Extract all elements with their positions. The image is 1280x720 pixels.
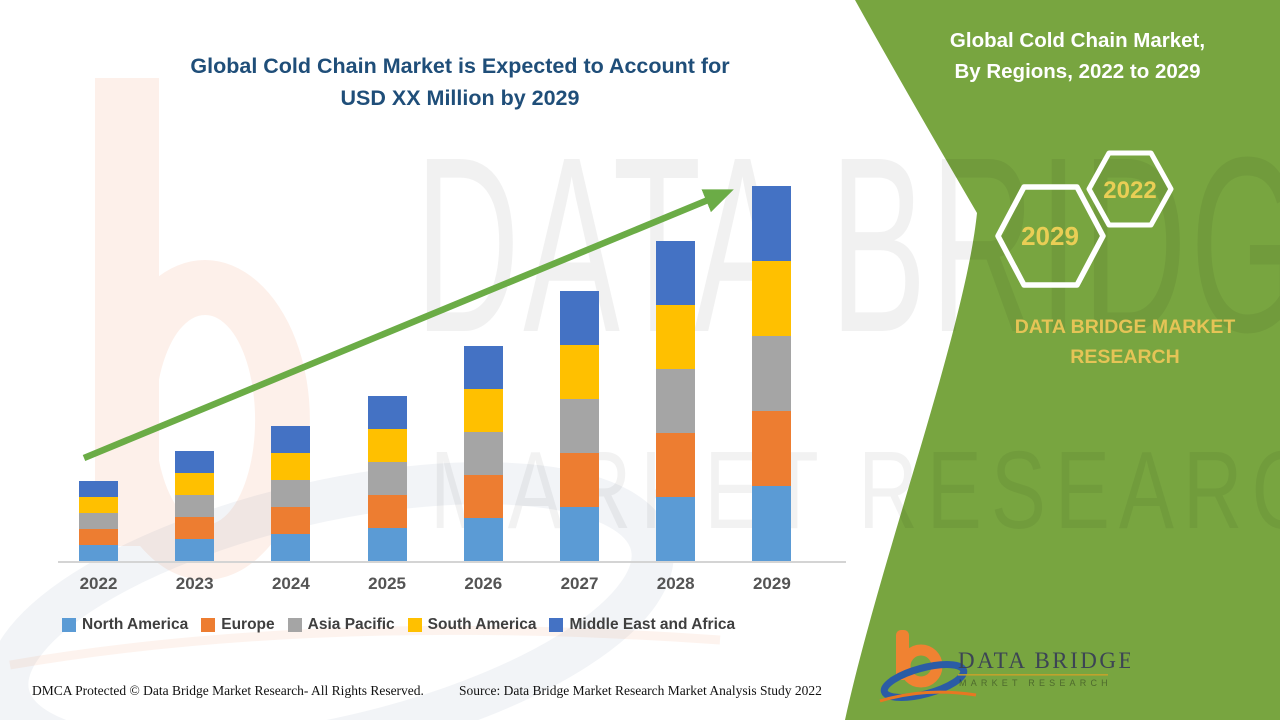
bar-segment-europe <box>463 475 503 518</box>
bar-column-2022 <box>79 481 118 561</box>
bar-segment-north-america <box>79 545 118 561</box>
bar-segment-north-america <box>560 507 599 561</box>
x-axis-label-2025: 2025 <box>368 574 407 593</box>
legend-item-north-america: North America <box>62 616 188 634</box>
bar-segment-europe <box>752 411 792 486</box>
legend-label: Asia Pacific <box>307 616 395 633</box>
bar-segment-asia-pacific <box>271 480 311 507</box>
legend-label: Middle East and Africa <box>569 616 736 633</box>
bar-segment-europe <box>175 517 215 539</box>
bar-segment-south-america <box>463 389 503 432</box>
bar-column-2027 <box>560 291 599 561</box>
bar-column-2026 <box>463 346 503 561</box>
bar-segment-europe <box>271 507 311 534</box>
chart-legend: North America Europe Asia Pacific South Ame… <box>62 616 735 634</box>
bar-segment-middle-east-and-africa <box>560 291 599 345</box>
footer-dmca-text: DMCA Protected © Data Bridge Market Rese… <box>32 683 424 698</box>
bar-segment-middle-east-and-africa <box>79 481 118 497</box>
bar-segment-south-america <box>656 305 696 369</box>
chart-title: Global Cold Chain Market is Expected to … <box>120 50 800 114</box>
legend-swatch-icon <box>407 618 422 632</box>
bar-segment-south-america <box>752 261 792 336</box>
x-axis-label-2027: 2027 <box>560 574 599 593</box>
bar-segment-europe <box>367 495 407 528</box>
bar-segment-south-america <box>175 473 215 495</box>
panel-title-line1: Global Cold Chain Market, <box>949 29 1206 52</box>
logo-underline-swoosh <box>879 690 977 703</box>
legend-swatch-icon <box>201 618 216 632</box>
bar-segment-middle-east-and-africa <box>463 346 503 389</box>
x-axis-label-2028: 2028 <box>656 574 695 593</box>
bar-segment-asia-pacific <box>79 513 118 529</box>
x-axis-label-2023: 2023 <box>175 574 214 593</box>
bar-segment-asia-pacific <box>463 432 503 475</box>
bar-segment-asia-pacific <box>752 336 792 411</box>
legend-label: South America <box>427 616 537 633</box>
chart-title-line1: Global Cold Chain Market is Expected to … <box>190 54 730 78</box>
legend-item-middle-east-and-africa: Middle East and Africa <box>549 616 735 634</box>
legend-label: Europe <box>221 616 275 633</box>
bar-segment-asia-pacific <box>175 495 215 517</box>
bar-segment-middle-east-and-africa <box>656 241 696 305</box>
legend-item-south-america: South America <box>407 616 537 634</box>
brand-heading: DATA BRIDGE MARKET RESEARCH <box>975 312 1275 372</box>
chart-title-line2: USD XX Million by 2029 <box>340 86 580 110</box>
x-axis-label-2029: 2029 <box>752 574 791 593</box>
legend-swatch-icon <box>287 618 302 632</box>
bar-segment-europe <box>79 529 118 545</box>
bar-segment-south-america <box>560 345 599 399</box>
bar-segment-south-america <box>79 497 118 513</box>
bar-segment-middle-east-and-africa <box>175 451 215 473</box>
bar-segment-asia-pacific <box>656 369 696 433</box>
brand-heading-line1: DATA BRIDGE MARKET <box>1014 316 1236 338</box>
bar-segment-north-america <box>271 534 311 561</box>
panel-title: Global Cold Chain Market, By Regions, 20… <box>930 25 1225 87</box>
legend-label: North America <box>82 616 189 633</box>
bar-segment-middle-east-and-africa <box>271 426 311 453</box>
x-axis-label-2026: 2026 <box>464 574 503 593</box>
legend-swatch-icon <box>62 618 76 632</box>
bar-segment-north-america <box>752 486 792 561</box>
bar-segment-middle-east-and-africa <box>752 186 792 261</box>
bar-segment-europe <box>560 453 599 507</box>
logo-tagline: MARKET RESEARCH <box>959 678 1112 688</box>
x-axis-line <box>58 561 846 563</box>
bar-segment-asia-pacific <box>560 399 599 453</box>
brand-heading-line2: RESEARCH <box>1070 346 1180 368</box>
bar-column-2029 <box>752 186 792 561</box>
databridge-logo: DATA BRIDGE MARKET RESEARCH <box>879 630 1130 703</box>
bar-segment-south-america <box>271 453 311 480</box>
legend-item-europe: Europe <box>201 616 275 634</box>
logo-wordmark: DATA BRIDGE <box>958 648 1130 673</box>
bar-segment-south-america <box>367 429 407 462</box>
bar-column-2028 <box>656 241 696 561</box>
legend-swatch-icon <box>549 618 564 632</box>
bar-column-2023 <box>175 451 215 561</box>
bar-segment-north-america <box>656 497 696 561</box>
bar-segment-europe <box>656 433 696 497</box>
bar-segment-north-america <box>367 528 407 561</box>
bar-segment-asia-pacific <box>367 462 407 495</box>
bar-column-2025 <box>367 396 407 561</box>
x-axis-label-2024: 2024 <box>271 574 310 593</box>
panel-title-line2: By Regions, 2022 to 2029 <box>954 60 1201 83</box>
x-axis-label-2022: 2022 <box>79 574 118 593</box>
bar-segment-north-america <box>175 539 215 561</box>
bar-column-2024 <box>271 426 311 561</box>
footer-source-text: Source: Data Bridge Market Research Mark… <box>459 683 822 698</box>
legend-item-asia-pacific: Asia Pacific <box>287 616 395 634</box>
bar-segment-north-america <box>463 518 503 561</box>
bar-segment-middle-east-and-africa <box>367 396 407 429</box>
